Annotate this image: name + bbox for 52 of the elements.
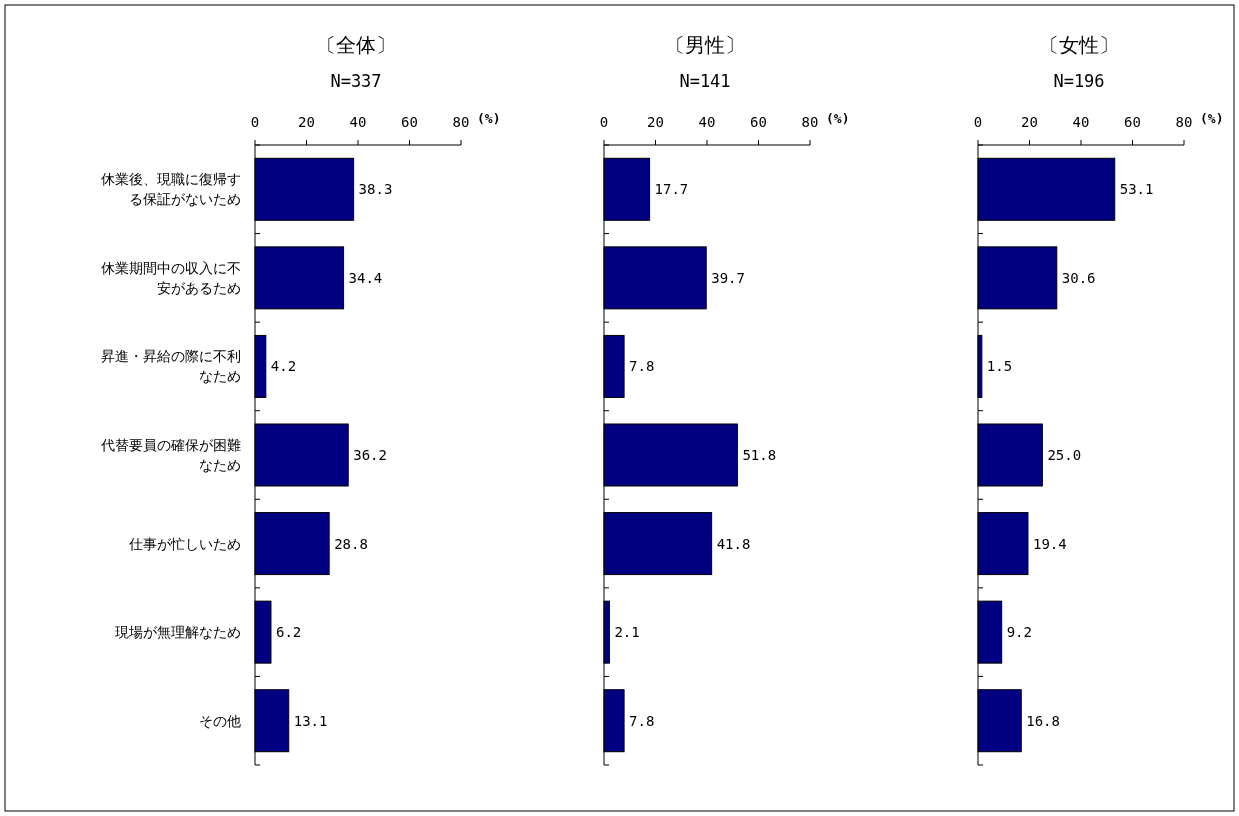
data-label: 7.8 — [629, 712, 655, 729]
y-tick-label: 代替要員の確保が困難なため — [100, 437, 241, 473]
x-tick-label: 40 — [349, 114, 367, 130]
data-label: 25.0 — [1047, 447, 1082, 463]
x-tick-label: 20 — [647, 114, 664, 130]
x-tick-label: 20 — [1021, 114, 1038, 130]
data-label: 39.7 — [711, 269, 745, 286]
data-label: 38.3 — [358, 181, 393, 198]
y-tick-label: 仕事が忙しいため — [128, 535, 241, 552]
data-label: 13.1 — [293, 712, 328, 729]
data-label: 36.2 — [353, 447, 387, 463]
data-label: 34.4 — [348, 269, 383, 286]
x-tick-label: 60 — [750, 114, 767, 130]
chart-subtitle: N=196 — [1053, 71, 1105, 91]
chart-title: 〔男性〕 — [665, 33, 745, 57]
x-tick-label: 40 — [698, 114, 716, 130]
x-tick-label: 80 — [452, 114, 470, 130]
x-tick-label: 40 — [1072, 114, 1090, 130]
data-label: 6.2 — [275, 624, 302, 641]
x-axis-title: (%) — [1200, 111, 1224, 126]
x-tick-label: 80 — [801, 114, 819, 130]
data-label: 9.2 — [1006, 624, 1032, 641]
y-tick-label: 休業期間中の収入に不安があるため — [101, 259, 241, 296]
data-label: 30.6 — [1061, 269, 1096, 286]
data-label: 53.1 — [1119, 181, 1154, 198]
x-axis-title: (%) — [826, 111, 850, 126]
y-tick-label: 昇進・昇給の際に不利なため — [101, 348, 241, 385]
data-label: 2.1 — [614, 624, 640, 641]
x-tick-label: 60 — [1124, 114, 1141, 130]
x-tick-label: 80 — [1175, 114, 1193, 130]
data-label: 4.2 — [270, 358, 297, 375]
data-label: 16.8 — [1026, 712, 1060, 729]
y-tick-label: その他 — [199, 712, 241, 729]
y-tick-label: 現場が無理解なため — [115, 624, 241, 641]
data-label: 1.5 — [986, 358, 1013, 375]
chart-title: 〔女性〕 — [1039, 33, 1119, 57]
x-tick-label: 0 — [599, 114, 609, 130]
chart-subtitle: N=337 — [330, 71, 382, 91]
data-label: 7.8 — [629, 358, 655, 375]
y-tick-label: 休業後、現職に復帰する保証がないため — [101, 171, 241, 208]
x-tick-label: 60 — [401, 114, 418, 130]
x-tick-label: 0 — [250, 114, 260, 130]
data-label: 28.8 — [334, 535, 368, 552]
x-tick-label: 20 — [298, 114, 315, 130]
data-label: 51.8 — [742, 447, 777, 463]
data-label: 19.4 — [1032, 535, 1067, 552]
data-label: 17.7 — [654, 181, 689, 198]
x-tick-label: 0 — [973, 114, 983, 130]
chart-subtitle: N=141 — [679, 71, 731, 91]
data-label: 41.8 — [716, 535, 751, 552]
x-axis-title: (%) — [477, 111, 501, 126]
chart-title: 〔全体〕 — [316, 33, 396, 57]
